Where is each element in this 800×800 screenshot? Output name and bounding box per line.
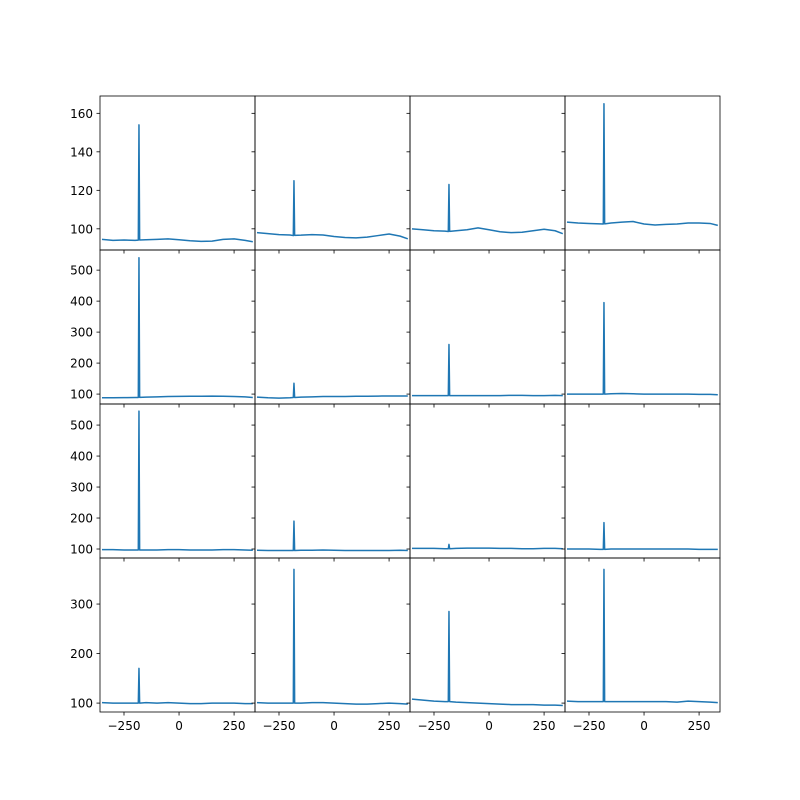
y-tick-label: 140: [70, 145, 93, 159]
panel-frame: [99, 557, 256, 713]
y-tick-label: 100: [70, 543, 93, 557]
x-tick-label: 0: [175, 719, 183, 733]
y-tick-label: 100: [70, 697, 93, 711]
data-line: [566, 568, 718, 704]
panel-frame: [409, 403, 566, 559]
x-tick-label: −250: [573, 719, 606, 733]
data-line: [101, 667, 253, 705]
panel-frame: [564, 249, 721, 405]
y-tick-label: 400: [70, 295, 93, 309]
data-line: [566, 521, 718, 551]
y-tick-label: 200: [70, 512, 93, 526]
panel-frame: [99, 403, 256, 559]
panel-frame: [254, 403, 411, 559]
data-line: [411, 183, 564, 235]
x-tick-label: 0: [485, 719, 493, 733]
x-tick-label: 0: [640, 719, 648, 733]
data-line: [411, 343, 563, 397]
data-line: [256, 520, 408, 552]
y-tick-label: 500: [70, 419, 93, 433]
x-tick-label: 0: [330, 719, 338, 733]
panel-frame: [99, 95, 256, 251]
x-tick-label: 250: [378, 719, 401, 733]
data-line: [101, 124, 253, 243]
y-tick-label: 160: [70, 107, 93, 121]
data-line: [566, 301, 718, 396]
panel-frame: [409, 95, 566, 251]
x-tick-label: −250: [418, 719, 451, 733]
y-tick-label: 300: [70, 481, 93, 495]
x-tick-label: 250: [533, 719, 556, 733]
y-tick-label: 200: [70, 647, 93, 661]
panel-frame: [564, 557, 721, 713]
data-line: [566, 102, 718, 227]
x-tick-label: −250: [263, 719, 296, 733]
data-line: [101, 410, 253, 551]
data-line: [101, 257, 253, 399]
panel-frame: [409, 249, 566, 405]
x-tick-label: −250: [108, 719, 141, 733]
panel-frame: [564, 95, 721, 251]
data-line: [411, 543, 563, 550]
y-tick-label: 300: [70, 326, 93, 340]
data-line: [411, 610, 563, 707]
panel-frame: [564, 403, 721, 559]
x-tick-label: 250: [223, 719, 246, 733]
y-tick-label: 200: [70, 357, 93, 371]
panel-frame: [254, 95, 411, 251]
y-tick-label: 300: [70, 598, 93, 612]
data-line: [256, 179, 409, 240]
y-tick-label: 100: [70, 222, 93, 236]
panel-frame: [254, 249, 411, 405]
panel-frame: [409, 557, 566, 713]
panel-frame: [99, 249, 256, 405]
data-line: [256, 568, 408, 705]
y-tick-label: 120: [70, 184, 93, 198]
y-tick-label: 500: [70, 264, 93, 278]
data-line: [256, 382, 408, 399]
y-tick-label: 100: [70, 388, 93, 402]
panel-frame: [254, 557, 411, 713]
x-tick-label: 250: [688, 719, 711, 733]
y-tick-label: 400: [70, 450, 93, 464]
